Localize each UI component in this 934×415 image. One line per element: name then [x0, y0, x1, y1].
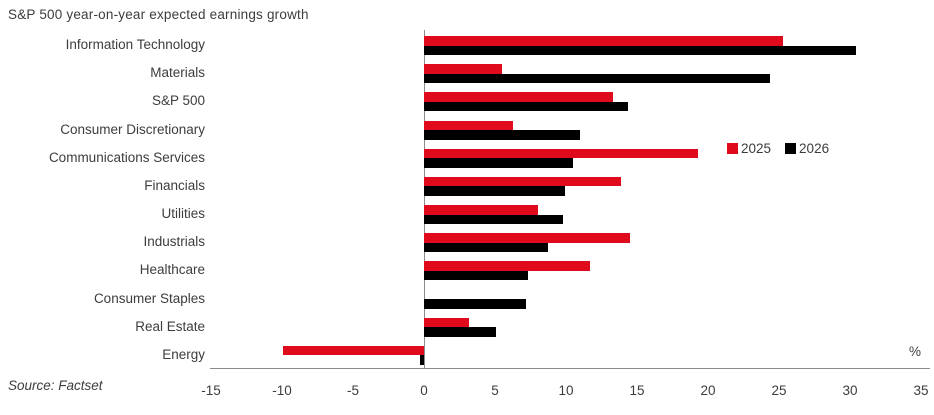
bar-2026: [424, 130, 581, 140]
bar-2026: [424, 73, 771, 84]
category-label: Energy: [162, 346, 205, 362]
legend-swatch-2026-icon: [785, 143, 797, 154]
category-label: Utilities: [161, 206, 205, 222]
zero-axis-line: [423, 30, 425, 368]
x-tick-label: 25: [771, 383, 787, 398]
x-tick-label: -5: [346, 383, 359, 398]
category-label: Materials: [150, 65, 205, 81]
bar-2025: [283, 345, 424, 356]
category-label: Financials: [144, 177, 205, 193]
x-tick-label: 10: [558, 383, 574, 398]
legend: 2025 2026: [727, 141, 829, 156]
category-label: Industrials: [143, 234, 205, 250]
bar-2026: [419, 355, 424, 365]
category-label: Healthcare: [139, 262, 205, 278]
bar-2025: [424, 233, 630, 243]
category-label: S&P 500: [151, 93, 205, 109]
bar-2025: [424, 261, 591, 271]
bar-2026: [424, 270, 528, 281]
x-tick-label: 5: [491, 383, 499, 398]
bar-2026: [424, 327, 497, 337]
bar-2025: [424, 36, 784, 46]
x-tick-label: 0: [420, 383, 428, 398]
x-tick-label: 20: [700, 383, 716, 398]
bar-2026: [424, 299, 527, 309]
bar-2025: [424, 92, 613, 102]
x-axis-line: [210, 368, 930, 369]
category-label: Communications Services: [48, 149, 205, 165]
x-tick-label: 15: [629, 383, 645, 398]
x-tick-label: 35: [913, 383, 929, 398]
x-tick-label: 30: [842, 383, 858, 398]
unit-label: %: [908, 344, 921, 359]
category-label: Information Technology: [65, 37, 205, 52]
legend-item-2026: 2026: [785, 141, 829, 156]
bar-2025: [424, 148, 699, 159]
legend-item-2025: 2025: [727, 141, 771, 156]
bar-2026: [424, 214, 564, 225]
bar-2026: [424, 186, 565, 196]
bar-2026: [424, 101, 629, 112]
chart-title: S&P 500 year-on-year expected earnings g…: [8, 7, 309, 22]
bar-2025: [424, 205, 538, 215]
bar-2026: [424, 158, 574, 168]
category-label: Consumer Staples: [93, 290, 205, 306]
legend-swatch-2025-icon: [727, 143, 738, 154]
legend-label-2026: 2026: [799, 141, 830, 156]
bar-2026: [424, 45, 856, 55]
x-tick-label: -10: [272, 383, 292, 398]
bar-2026: [424, 242, 548, 253]
category-label: Real Estate: [135, 318, 205, 334]
bar-2025: [424, 64, 503, 74]
bar-2025: [424, 120, 514, 130]
bar-2025: [424, 176, 622, 187]
category-label: Consumer Discretionary: [60, 121, 205, 137]
legend-label-2025: 2025: [741, 141, 772, 156]
x-tick-label: -15: [201, 383, 221, 398]
bar-2025: [424, 317, 470, 328]
source-note: Source: Factset: [8, 378, 103, 393]
